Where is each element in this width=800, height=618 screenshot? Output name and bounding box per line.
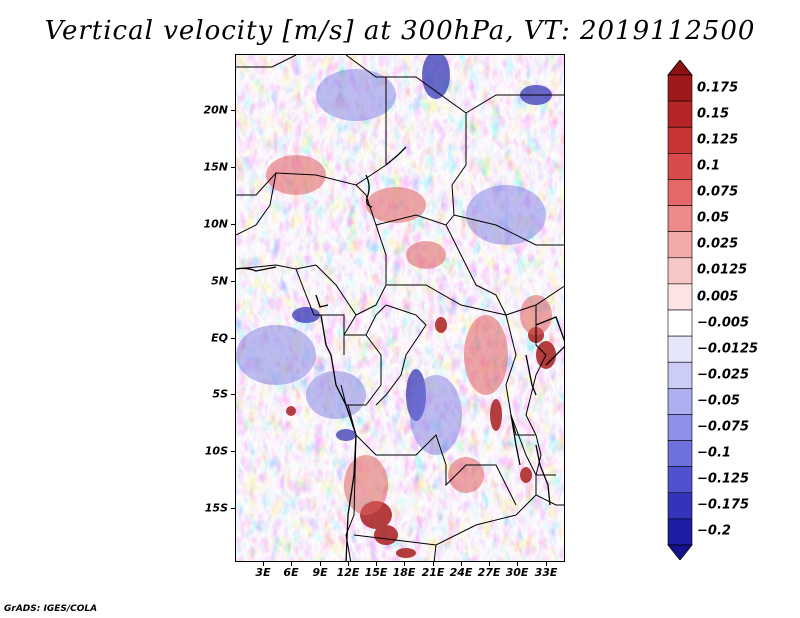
lon-tick-label: 21E	[421, 566, 445, 579]
colorbar-label: −0.2	[697, 523, 731, 539]
lat-tick-label: 20N	[203, 103, 228, 117]
lon-tick	[546, 562, 547, 566]
colorbar-bin	[667, 518, 693, 546]
colorbar-label: 0.025	[697, 236, 739, 252]
lat-tick	[231, 508, 235, 509]
lon-tick-label: 27E	[477, 566, 501, 579]
lat-tick	[231, 394, 235, 395]
colorbar-bin	[667, 309, 693, 337]
lon-tick-label: 12E	[336, 566, 360, 579]
moderate-downdraft-patches	[236, 69, 546, 455]
grads-credit: GrADS: IGES/COLA	[4, 604, 98, 614]
colorbar-label: 0.075	[697, 184, 739, 200]
colorbar-bin	[667, 388, 693, 415]
lon-tick	[404, 562, 405, 566]
lon-tick-label: 9E	[312, 566, 328, 579]
colorbar-bin	[667, 74, 693, 102]
colorbar-label: −0.1	[697, 445, 731, 461]
colorbar-bin	[667, 179, 693, 206]
map-title: Vertical velocity [m/s] at 300hPa, VT: 2…	[44, 16, 756, 46]
lat-tick-label: 5N	[211, 274, 228, 288]
colorbar-label: −0.0125	[697, 341, 759, 357]
colorbar-bin	[667, 257, 693, 285]
country-borders	[236, 55, 564, 561]
lon-tick-label: 33E	[534, 566, 558, 579]
colorbar-bin	[667, 126, 693, 154]
lat-tick-label: 5S	[212, 387, 228, 401]
colorbar-label: 0.1	[697, 158, 721, 174]
lon-tick-label: 3E	[255, 566, 271, 579]
lon-tick	[348, 562, 349, 566]
lat-tick	[231, 110, 235, 111]
colorbar-label: 0.05	[697, 210, 730, 226]
lon-tick-label: 30E	[505, 566, 529, 579]
colorbar-bin	[667, 283, 693, 311]
lon-tick	[433, 562, 434, 566]
lat-tick-label: 10S	[204, 444, 228, 458]
colorbar-label: −0.175	[697, 497, 750, 513]
colorbar-bin	[667, 492, 693, 520]
colorbar-bin	[667, 100, 693, 128]
lon-tick	[263, 562, 264, 566]
colorbar-label: −0.075	[697, 419, 750, 435]
lon-tick-label: 15E	[364, 566, 388, 579]
colorbar-bin	[667, 205, 693, 232]
colorbar-bin	[667, 361, 693, 389]
colorbar-bottom-arrow	[667, 544, 693, 560]
lat-tick	[231, 281, 235, 282]
vertical-velocity-map	[235, 54, 565, 562]
colorbar-label: 0.125	[697, 132, 739, 148]
lon-tick	[376, 562, 377, 566]
lon-tick-label: 18E	[392, 566, 416, 579]
lat-tick-label: EQ	[211, 331, 228, 345]
lat-tick	[231, 338, 235, 339]
colorbar-label: 0.175	[697, 80, 739, 96]
lon-tick-label: 6E	[283, 566, 299, 579]
colorbar-label: −0.05	[697, 393, 740, 409]
colorbar-label: 0.0125	[697, 262, 748, 278]
lat-tick	[231, 167, 235, 168]
colorbar-bin	[667, 466, 693, 494]
lon-tick	[461, 562, 462, 566]
colorbar-top-arrow	[667, 60, 693, 76]
lat-tick-label: 15S	[204, 501, 228, 515]
velocity-field-detail	[236, 55, 564, 561]
colorbar-bin	[667, 231, 693, 259]
lat-tick-label: 15N	[203, 160, 228, 174]
lon-tick-label: 24E	[449, 566, 473, 579]
lon-tick	[517, 562, 518, 566]
colorbar-label: 0.15	[697, 106, 730, 122]
colorbar-label: −0.125	[697, 471, 750, 487]
colorbar-label: 0.005	[697, 289, 739, 305]
field-canvas	[236, 55, 564, 561]
colorbar-bins	[667, 60, 693, 560]
lat-tick-label: 10N	[203, 217, 228, 231]
colorbar-label: −0.025	[697, 367, 750, 383]
colorbar-bin	[667, 153, 693, 180]
colorbar-bin	[667, 440, 693, 467]
colorbar-label: −0.005	[697, 315, 750, 331]
lon-tick	[320, 562, 321, 566]
colorbar-bin	[667, 414, 693, 441]
colorbar-bin	[667, 335, 693, 363]
lon-tick	[489, 562, 490, 566]
lat-tick	[231, 451, 235, 452]
colorbar	[667, 60, 693, 560]
lon-tick	[291, 562, 292, 566]
lakes-and-coast	[236, 146, 564, 561]
lat-tick	[231, 224, 235, 225]
